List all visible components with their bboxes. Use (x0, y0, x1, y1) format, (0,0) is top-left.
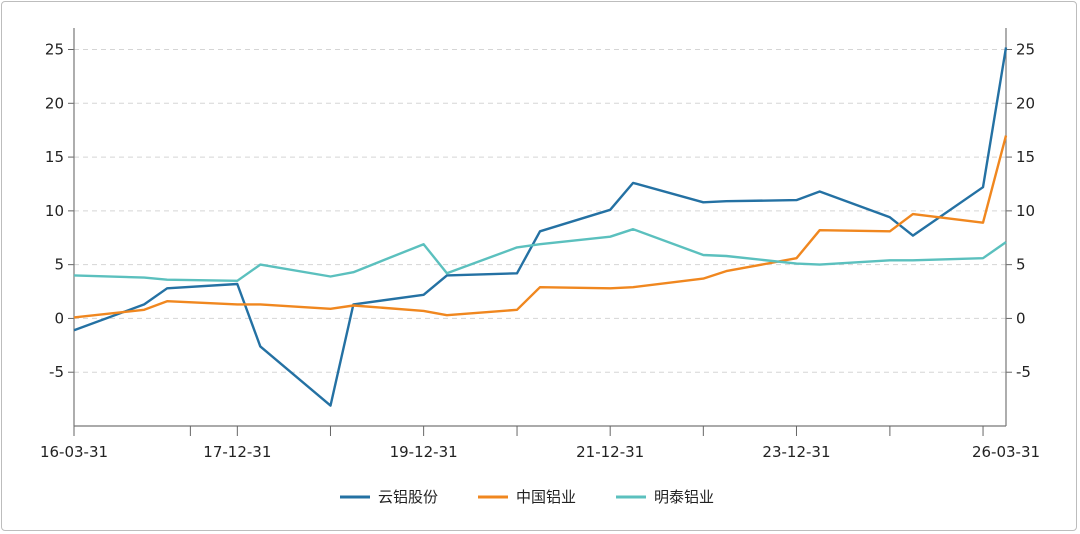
x-tick-label: 19-12-31 (390, 443, 458, 461)
gridlines (74, 49, 1006, 373)
y-axis-right-ticks: -5 0 5 10 15 20 25 (1016, 41, 1035, 382)
y-tick-label-left: 5 (54, 256, 64, 274)
y-tick-label-right: 0 (1016, 309, 1026, 327)
y-tick-label-right: 10 (1016, 202, 1035, 220)
y-tick-label-left: 10 (45, 202, 64, 220)
x-tick-label: 23-12-31 (762, 443, 830, 461)
series-line-3 (73, 227, 1007, 282)
y-axis-left-ticks: -5 0 5 10 15 20 25 (45, 41, 64, 382)
x-tick-label: 26-03-31 (972, 443, 1040, 461)
x-tick-label: 17-12-31 (203, 443, 271, 461)
legend-label-2: 中国铝业 (516, 488, 576, 506)
y-tick-label-left: 20 (45, 94, 64, 112)
series-lines (73, 47, 1008, 407)
legend: 云铝股份 中国铝业 明泰铝业 (340, 488, 714, 506)
y-tick-label-right: 15 (1016, 148, 1035, 166)
x-axis-ticks: 16-03-31 17-12-31 19-12-31 21-12-31 23-12-31… (40, 443, 1040, 461)
x-tick-label: 16-03-31 (40, 443, 108, 461)
y-tick-label-right: 20 (1016, 94, 1035, 112)
y-tick-label-right: 5 (1016, 256, 1026, 274)
y-tick-label-left: 25 (45, 41, 64, 59)
series-line-1 (73, 47, 1008, 407)
y-tick-label-left: 15 (45, 148, 64, 166)
legend-label-3: 明泰铝业 (654, 488, 714, 506)
series-line-2 (73, 135, 1008, 319)
y-tick-label-right: 25 (1016, 41, 1035, 59)
y-tick-label-left: -5 (49, 363, 64, 381)
y-tick-label-left: 0 (54, 309, 64, 327)
axes (68, 28, 1012, 436)
legend-label-1: 云铝股份 (378, 488, 438, 506)
x-tick-label: 21-12-31 (576, 443, 644, 461)
y-tick-label-right: -5 (1016, 363, 1031, 381)
